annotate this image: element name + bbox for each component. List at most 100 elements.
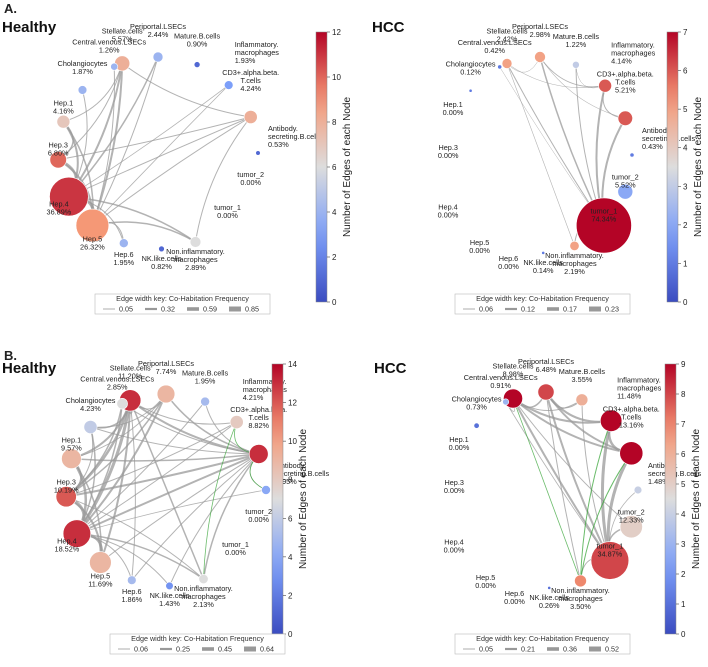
node-label: tumor_1 74.34%: [591, 207, 618, 224]
node-label: NK.like.cells 0.26%: [529, 593, 569, 610]
node-label: Cholangiocytes 0.73%: [452, 395, 502, 412]
edge: [76, 421, 238, 535]
node-hep3: [49, 151, 67, 169]
colorbar-tick: 4: [683, 144, 688, 153]
edge: [76, 532, 204, 580]
edge: [68, 116, 251, 198]
node-tumor1: [576, 197, 632, 254]
node-label: tumor_2 12.33%: [618, 508, 645, 525]
edge: [512, 398, 581, 582]
edge: [90, 426, 259, 455]
edge-key: [454, 633, 631, 655]
node-matureB: [193, 61, 201, 68]
node-label: Periportal.LSECs 7.74%: [138, 359, 194, 376]
edge: [76, 403, 123, 535]
subpanel-hcc: HCC Stellate.cells 2.42%Periportal.LSECs 2.…: [372, 19, 704, 315]
colorbar-tick: 3: [683, 182, 688, 191]
node-label: CD3+.alpha.beta. T.cells 8.82%: [230, 405, 287, 430]
edge: [121, 62, 251, 118]
node-hep5: [89, 551, 112, 574]
node-label: Central.venous.LSECs 0.91%: [464, 373, 538, 390]
node-label: Hep.1 0.00%: [443, 100, 464, 117]
node-label: Hep.6 1.86%: [121, 587, 142, 604]
colorbar-tick: 3: [681, 540, 686, 549]
node-label: Antibody. secreting.B.cells 1.95%: [276, 461, 329, 486]
edge-key-title: Edge width key: Co-Habitation Frequency: [131, 634, 264, 643]
edge-key-value: 0.85: [245, 305, 259, 314]
subpanel-hcc: HCC Stellate.cells 8.98%Periportal.LSECs 6.…: [374, 357, 702, 655]
edge: [129, 400, 205, 580]
node-noninflam: [574, 574, 587, 588]
node-periportal: [534, 51, 546, 63]
edge: [58, 116, 251, 161]
node-label: tumor_2 0.00%: [237, 170, 264, 187]
node-label: Hep.1 0.00%: [449, 435, 470, 452]
node-tumor2: [617, 183, 634, 200]
node-hep6: [119, 238, 129, 248]
edge: [71, 393, 167, 460]
edge-key: [454, 293, 631, 315]
edge: [92, 84, 229, 226]
node-label: Inflammatory. macrophages 4.14%: [611, 41, 656, 66]
edge-key: [94, 293, 271, 315]
edge: [539, 56, 626, 119]
colorbar-tick: 10: [332, 73, 341, 82]
node-chol: [77, 85, 88, 95]
node-label: tumor_2 5.52%: [612, 173, 639, 190]
node-label: Hep.3 10.19%: [54, 478, 79, 495]
node-label: tumor_1 0.00%: [222, 540, 249, 557]
node-hep3: [55, 486, 77, 508]
subpanel-healthy: Healthy Stellate.cells 5.57%Periportal.LSE…: [2, 19, 353, 315]
colorbar-tick: 4: [288, 553, 293, 562]
edge-key-value: 0.23: [605, 305, 619, 314]
node-label: CD3+.alpha.beta. T.cells 13.16%: [603, 404, 660, 429]
node-chol: [83, 420, 98, 434]
node-label: NK.like.cells 0.82%: [142, 254, 182, 271]
edge: [506, 63, 606, 88]
node-label: Hep.4 0.00%: [438, 203, 459, 220]
node-label: Hep.6 0.00%: [498, 254, 519, 271]
subpanel-title: HCC: [374, 360, 407, 377]
edge-key-value: 0.36: [563, 645, 577, 654]
edge: [580, 420, 612, 581]
edge-key-value: 0.64: [260, 645, 274, 654]
edge: [129, 400, 136, 581]
node-inflam: [224, 80, 234, 90]
node-label: Hep.6 1.95%: [113, 250, 134, 267]
edge: [545, 391, 611, 561]
node-label: Stellate.cells 11.20%: [110, 363, 151, 380]
colorbar-tick: 14: [288, 360, 297, 369]
node-hep6: [127, 575, 137, 585]
colorbar-tick: 6: [681, 450, 686, 459]
node-hep2: [56, 114, 71, 129]
edge-key-value: 0.32: [161, 305, 175, 314]
node-label: Hep.5 0.00%: [475, 573, 496, 590]
colorbar-label: Number of Edges of each Node: [691, 429, 702, 570]
node-label: Antibody. secreting.B.cells 0.53%: [268, 124, 321, 149]
colorbar: [666, 31, 679, 303]
node-label: Hep.4 36.89%: [47, 200, 72, 217]
node-antibody: [255, 150, 261, 156]
edge: [63, 63, 123, 123]
colorbar: [315, 31, 328, 303]
node-label: Periportal.LSECs 2.44%: [130, 22, 186, 39]
subpanel-title: Healthy: [2, 360, 57, 377]
colorbar: [271, 363, 284, 635]
node-label: Hep.6 0.00%: [504, 589, 525, 606]
node-label: Hep.5 11.69%: [88, 572, 113, 589]
colorbar-tick: 12: [332, 28, 341, 37]
colorbar-tick: 4: [681, 510, 686, 519]
edge-key-title: Edge width key: Co-Habitation Frequency: [476, 634, 609, 643]
node-label: Hep.3 0.00%: [444, 478, 465, 495]
node-tumor1: [590, 541, 630, 580]
edge: [512, 397, 632, 455]
colorbar-tick: 2: [681, 570, 686, 579]
node-label: tumor_2 0.00%: [245, 507, 272, 524]
edge-key: [109, 633, 286, 655]
colorbar-tick: 0: [288, 630, 293, 639]
node-label: NK.like.cells 0.14%: [523, 258, 563, 275]
node-cd3: [619, 441, 644, 466]
edge: [506, 63, 605, 226]
node-antibody: [629, 152, 635, 158]
edge: [121, 403, 259, 455]
